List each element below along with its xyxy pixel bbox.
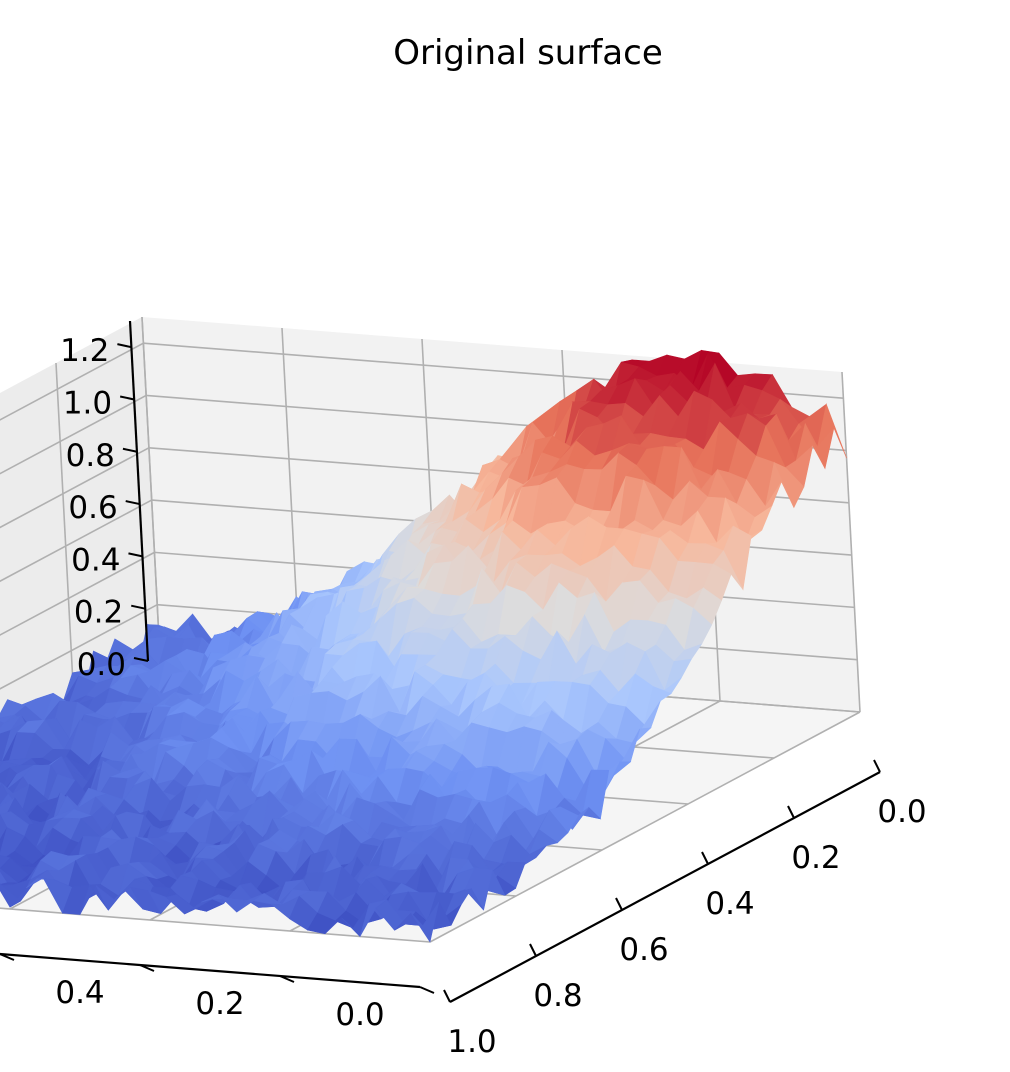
z-tick-mark bbox=[122, 447, 138, 453]
z-axis-line bbox=[128, 320, 150, 662]
x-tick-mark bbox=[615, 897, 623, 911]
z-tick-label: 0.6 bbox=[68, 490, 117, 526]
z-tick-label: 1.0 bbox=[63, 385, 112, 421]
x-tick-label: 0.2 bbox=[791, 840, 840, 876]
x-tick-label: 0.0 bbox=[877, 794, 926, 830]
y-tick-mark bbox=[419, 986, 435, 994]
x-tick-mark bbox=[873, 759, 881, 773]
z-tick-label: 0.8 bbox=[66, 438, 115, 474]
y-tick-mark bbox=[139, 964, 155, 972]
grid-line-x-wall bbox=[55, 362, 75, 704]
x-axis-line bbox=[449, 771, 881, 1003]
z-tick-mark bbox=[125, 500, 140, 506]
grid-line-z-left bbox=[0, 394, 147, 475]
y-tick-mark bbox=[279, 975, 295, 983]
chart-title: Original surface bbox=[393, 33, 663, 73]
y-tick-label: 0.4 bbox=[55, 975, 104, 1011]
surface-facet bbox=[0, 871, 8, 885]
y-tick-mark bbox=[0, 953, 15, 961]
z-tick-label: 0.4 bbox=[71, 542, 120, 578]
grid-line-z-left bbox=[0, 447, 150, 529]
grid-line-y-wall bbox=[841, 371, 861, 713]
z-tick-mark bbox=[133, 657, 149, 662]
grid-line-z-left bbox=[0, 551, 155, 636]
z-tick-mark bbox=[117, 343, 132, 349]
z-tick-mark bbox=[131, 604, 146, 610]
z-tick-mark bbox=[119, 395, 135, 401]
pane-left-wall bbox=[0, 317, 160, 743]
x-tick-label: 0.8 bbox=[533, 978, 582, 1014]
tick-marks bbox=[0, 343, 881, 1003]
z-tick-label: 0.0 bbox=[77, 647, 126, 683]
x-tick-mark bbox=[787, 805, 795, 819]
grid-line-z-left bbox=[0, 499, 153, 583]
grid-line-y-wall bbox=[141, 316, 161, 658]
y-tick-label: 0.0 bbox=[335, 997, 384, 1033]
y-axis-line bbox=[0, 952, 421, 989]
surface-mesh bbox=[0, 349, 847, 943]
x-tick-mark bbox=[701, 851, 709, 865]
tick-labels: 0.0 0.2 0.4 0.6 0.8 1.0 0.0 0.2 0.4 0.6 0.8 1.0 0.0 0… bbox=[55, 333, 926, 1060]
x-tick-mark bbox=[443, 989, 451, 1003]
axis-lines bbox=[0, 320, 881, 1003]
grid-line-z-left bbox=[0, 342, 144, 421]
grid-line-z-left bbox=[0, 603, 158, 690]
x-tick-label: 0.4 bbox=[705, 886, 754, 922]
x-tick-label: 0.6 bbox=[619, 932, 668, 968]
y-tick-label: 0.2 bbox=[195, 986, 244, 1022]
x-tick-label: 1.0 bbox=[447, 1024, 496, 1060]
z-tick-label: 0.2 bbox=[74, 595, 123, 631]
z-tick-mark bbox=[128, 552, 143, 558]
surface-facet bbox=[410, 901, 440, 943]
x-tick-mark bbox=[529, 943, 537, 957]
z-tick-label: 1.2 bbox=[60, 333, 109, 369]
grid-line-y-floor bbox=[429, 711, 861, 943]
